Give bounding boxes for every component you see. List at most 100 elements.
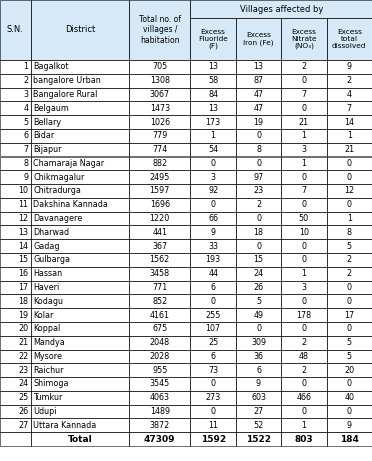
Text: 178: 178 — [296, 311, 311, 319]
Bar — [190, 170, 236, 184]
Text: 3458: 3458 — [150, 269, 170, 278]
Bar — [129, 419, 190, 432]
Bar — [0, 156, 31, 170]
Bar — [281, 129, 327, 143]
Bar — [129, 419, 190, 432]
Text: 0: 0 — [256, 214, 261, 223]
Text: 0: 0 — [347, 283, 352, 292]
Text: 2495: 2495 — [150, 173, 170, 182]
Text: 33: 33 — [208, 242, 218, 251]
Bar — [327, 322, 372, 336]
Text: 0: 0 — [347, 407, 352, 416]
Bar — [129, 391, 190, 405]
Bar — [281, 336, 327, 349]
Bar — [327, 322, 372, 336]
Bar — [129, 129, 190, 143]
Bar — [281, 281, 327, 295]
Bar — [0, 322, 31, 336]
Bar — [281, 239, 327, 253]
Bar — [31, 143, 129, 156]
Bar — [327, 18, 372, 60]
Bar — [129, 60, 190, 74]
Bar — [236, 349, 281, 363]
Bar — [327, 129, 372, 143]
Bar — [236, 322, 281, 336]
Bar — [327, 170, 372, 184]
Bar — [129, 349, 190, 363]
Bar — [281, 239, 327, 253]
Bar — [281, 156, 327, 170]
Bar — [236, 101, 281, 115]
Bar — [190, 0, 372, 18]
Bar — [0, 322, 31, 336]
Bar — [236, 336, 281, 349]
Text: 24: 24 — [253, 269, 264, 278]
Text: 18: 18 — [254, 228, 263, 237]
Text: 7: 7 — [301, 90, 307, 99]
Text: 1: 1 — [347, 131, 352, 140]
Bar — [236, 308, 281, 322]
Bar — [327, 225, 372, 239]
Text: 1562: 1562 — [150, 255, 170, 265]
Bar — [129, 349, 190, 363]
Bar — [0, 129, 31, 143]
Bar — [190, 267, 236, 281]
Text: Total no. of
villages /
habitation: Total no. of villages / habitation — [139, 15, 181, 45]
Bar — [236, 18, 281, 60]
Text: 1597: 1597 — [150, 186, 170, 195]
Bar — [281, 419, 327, 432]
Bar — [190, 198, 236, 212]
Text: 675: 675 — [152, 325, 167, 333]
Bar — [190, 156, 236, 170]
Text: 1: 1 — [211, 131, 216, 140]
Bar — [236, 239, 281, 253]
Bar — [190, 74, 236, 88]
Bar — [190, 115, 236, 129]
Text: 0: 0 — [301, 325, 307, 333]
Text: District: District — [65, 25, 95, 35]
Text: 0: 0 — [256, 242, 261, 251]
Text: 0: 0 — [301, 407, 307, 416]
Text: 21: 21 — [344, 145, 355, 154]
Bar — [236, 267, 281, 281]
Bar — [129, 74, 190, 88]
Text: 15: 15 — [18, 255, 29, 265]
Bar — [31, 405, 129, 419]
Bar — [327, 267, 372, 281]
Text: 52: 52 — [253, 421, 264, 430]
Text: 84: 84 — [208, 90, 218, 99]
Text: Uttara Kannada: Uttara Kannada — [33, 421, 96, 430]
Bar — [236, 115, 281, 129]
Bar — [327, 419, 372, 432]
Bar — [236, 391, 281, 405]
Bar — [129, 281, 190, 295]
Bar — [327, 363, 372, 377]
Text: 1592: 1592 — [201, 435, 226, 443]
Bar — [0, 391, 31, 405]
Bar — [31, 377, 129, 391]
Text: 107: 107 — [206, 325, 221, 333]
Bar — [129, 239, 190, 253]
Bar — [327, 88, 372, 101]
Bar — [327, 198, 372, 212]
Bar — [327, 212, 372, 225]
Bar — [31, 212, 129, 225]
Bar — [327, 363, 372, 377]
Bar — [281, 115, 327, 129]
Text: 3872: 3872 — [150, 421, 170, 430]
Bar — [31, 198, 129, 212]
Bar — [190, 322, 236, 336]
Bar — [327, 432, 372, 446]
Text: 0: 0 — [347, 325, 352, 333]
Text: 6: 6 — [211, 283, 216, 292]
Bar — [129, 336, 190, 349]
Bar — [31, 170, 129, 184]
Bar — [129, 405, 190, 419]
Bar — [327, 115, 372, 129]
Bar — [236, 198, 281, 212]
Bar — [129, 101, 190, 115]
Bar — [190, 129, 236, 143]
Text: 1: 1 — [301, 269, 307, 278]
Bar — [129, 170, 190, 184]
Bar — [129, 239, 190, 253]
